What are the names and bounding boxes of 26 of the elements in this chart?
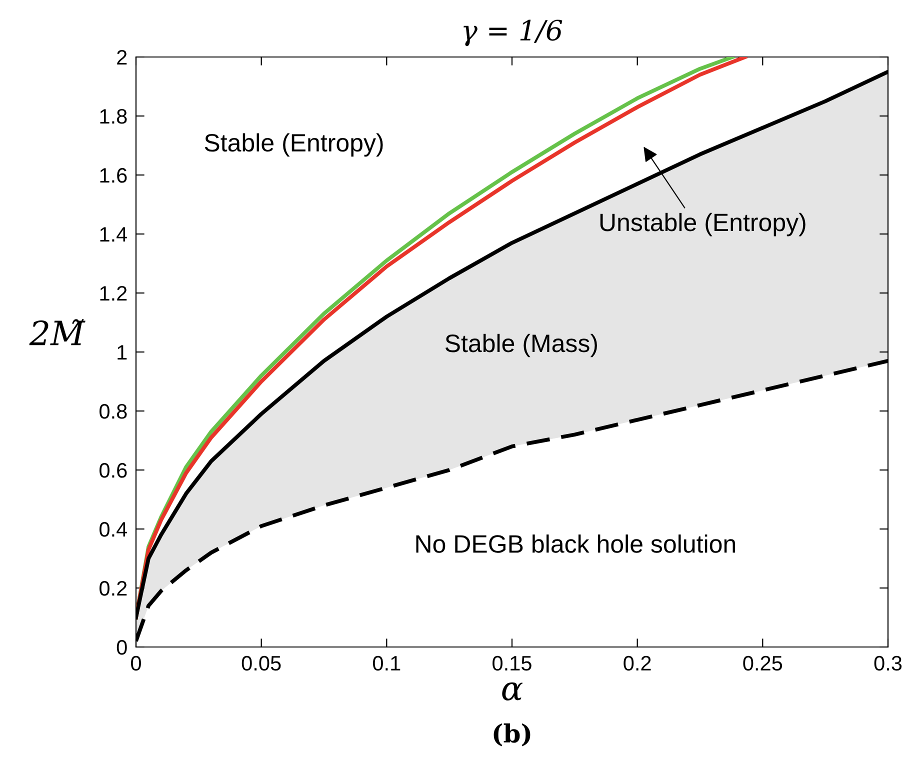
x-axis-title: α [502,682,523,700]
y-tick-label: 1.6 [100,168,127,183]
y-tick-label: 1 [118,345,127,360]
x-tick-label: 0.05 [242,656,281,671]
y-tick-label: 1.2 [100,286,127,301]
y-tick-label: 0.8 [100,404,127,419]
y-tick-label: 0 [116,640,127,655]
y-tick-label: 1.8 [100,109,127,124]
x-tick-label: 0.15 [492,656,532,671]
y-axis-title: 2M̃ [29,319,86,346]
annotation: Stable (Entropy) [204,133,383,157]
y-tick-label: 1.4 [100,227,128,242]
x-tick-label: 0.25 [743,656,782,671]
x-tick-label: 0.1 [373,656,400,671]
x-tick-label: 0 [131,656,141,671]
annotation: Stable (Mass) [445,334,597,358]
x-tick-label: 0.2 [624,656,651,671]
y-tick-label: 0.2 [100,581,127,596]
annotation: No DEGB black hole solution [416,534,736,553]
y-tick-label: 2 [117,50,127,65]
x-tick-label: 0.3 [874,656,902,671]
y-tick-label: 0.6 [100,463,127,478]
text: (b) [494,723,530,746]
chart-title: γ = 1/6 [464,20,562,46]
annotation: Unstable (Entropy) [600,212,806,236]
y-tick-label: 0.4 [100,522,128,537]
